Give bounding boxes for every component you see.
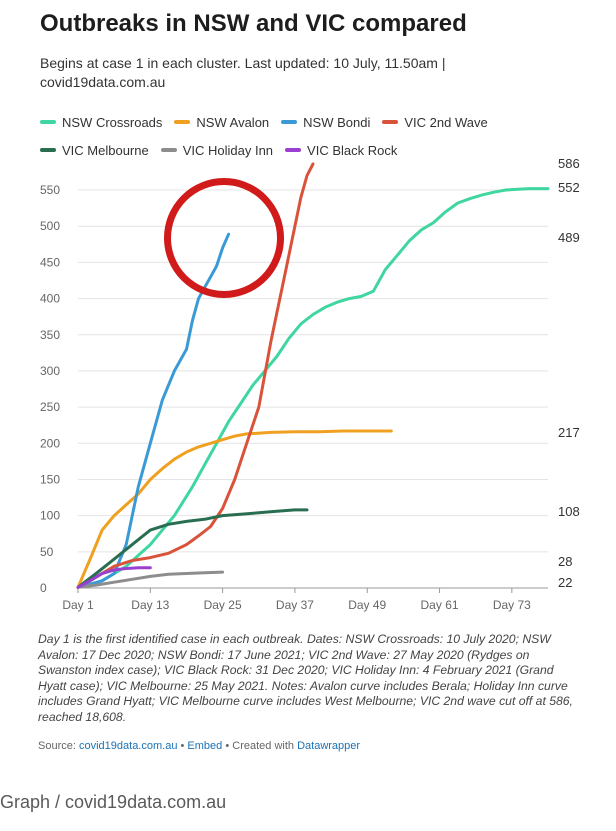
series-line bbox=[76, 429, 393, 589]
y-tick-label: 500 bbox=[40, 219, 60, 233]
series-line bbox=[76, 187, 550, 589]
legend-label: VIC 2nd Wave bbox=[404, 114, 488, 130]
x-tick-label: Day 73 bbox=[493, 598, 531, 612]
legend-swatch bbox=[174, 120, 191, 124]
source-separator: • bbox=[180, 740, 185, 752]
x-tick-label: Day 37 bbox=[276, 598, 314, 612]
legend-swatch bbox=[160, 148, 177, 152]
legend-row: NSW Crossroads NSW Avalon NSW Bondi VIC 2nd… bbox=[40, 108, 570, 136]
x-tick-label: Day 25 bbox=[204, 598, 242, 612]
end-value-label: 108 bbox=[558, 504, 580, 519]
x-tick-label: Day 13 bbox=[131, 598, 169, 612]
source-label: Source: bbox=[38, 740, 76, 752]
series-line bbox=[76, 162, 315, 589]
chart-subtitle: Begins at case 1 in each cluster. Last u… bbox=[40, 55, 446, 90]
x-tick-label: Day 1 bbox=[62, 598, 94, 612]
image-caption: Graph / covid19data.com.au bbox=[0, 792, 227, 812]
end-value-label: 489 bbox=[558, 230, 580, 245]
source-separator: • bbox=[225, 740, 230, 752]
legend-label: VIC Holiday Inn bbox=[182, 142, 274, 158]
legend-label: NSW Avalon bbox=[196, 114, 270, 130]
chart-legend: NSW Crossroads NSW Avalon NSW Bondi VIC 2nd… bbox=[40, 108, 570, 164]
end-value-label: 552 bbox=[558, 180, 580, 195]
x-tick-label: Day 49 bbox=[348, 598, 386, 612]
series-line bbox=[76, 570, 225, 589]
legend-item: VIC Black Rock bbox=[285, 143, 397, 158]
legend-swatch bbox=[281, 120, 298, 124]
legend-label: VIC Black Rock bbox=[307, 142, 398, 158]
end-value-label: 586 bbox=[558, 156, 580, 171]
end-value-label: 217 bbox=[558, 425, 580, 440]
series-line bbox=[76, 566, 152, 589]
datawrapper-link[interactable]: Datawrapper bbox=[297, 740, 361, 752]
legend-item: VIC Holiday Inn bbox=[160, 142, 274, 158]
legend-item: NSW Bondi bbox=[281, 115, 370, 130]
legend-label: VIC Melbourne bbox=[62, 142, 149, 158]
embed-link[interactable]: Embed bbox=[187, 740, 223, 752]
chart-title: Outbreaks in NSW and VIC compared bbox=[40, 10, 467, 37]
legend-item: VIC Melbourne bbox=[40, 143, 149, 158]
y-tick-label: 0 bbox=[40, 581, 47, 595]
legend-swatch bbox=[285, 148, 302, 152]
y-tick-label: 100 bbox=[40, 509, 60, 523]
chart-notes: Day 1 is the first identified case in ea… bbox=[38, 632, 573, 724]
source-line: Source: covid19data.com.au • Embed • Cre… bbox=[38, 740, 360, 752]
y-tick-label: 450 bbox=[40, 255, 60, 269]
y-tick-label: 550 bbox=[40, 183, 60, 197]
legend-label: NSW Bondi bbox=[303, 114, 371, 130]
y-tick-label: 50 bbox=[40, 545, 54, 559]
annotation-circle bbox=[164, 178, 284, 298]
end-value-label: 28 bbox=[558, 554, 572, 569]
x-tick-label: Day 61 bbox=[421, 598, 459, 612]
chart-card: Outbreaks in NSW and VIC compared Begins… bbox=[26, 0, 582, 772]
legend-item: VIC 2nd Wave bbox=[382, 114, 488, 130]
y-tick-label: 350 bbox=[40, 328, 60, 342]
series-line bbox=[76, 508, 309, 589]
end-value-label: 22 bbox=[558, 575, 572, 590]
y-tick-label: 200 bbox=[40, 436, 60, 450]
legend-swatch bbox=[40, 120, 56, 124]
legend-swatch bbox=[382, 120, 399, 124]
created-with-label: Created with bbox=[232, 740, 295, 752]
line-chart: 0 50 100 150 200 250 300 350 400 450 500 550 Day 1 Da… bbox=[40, 156, 580, 612]
y-tick-label: 250 bbox=[40, 400, 60, 414]
legend-item: NSW Crossroads bbox=[40, 115, 162, 130]
legend-item: NSW Avalon bbox=[174, 115, 269, 130]
legend-swatch bbox=[40, 148, 56, 152]
source-link[interactable]: covid19data.com.au bbox=[78, 740, 178, 752]
y-tick-label: 150 bbox=[40, 472, 60, 486]
y-tick-label: 400 bbox=[40, 292, 60, 306]
legend-row: VIC Melbourne VIC Holiday Inn VIC Black Ro… bbox=[40, 136, 570, 164]
y-tick-label: 300 bbox=[40, 364, 60, 378]
legend-label: NSW Crossroads bbox=[62, 114, 163, 130]
